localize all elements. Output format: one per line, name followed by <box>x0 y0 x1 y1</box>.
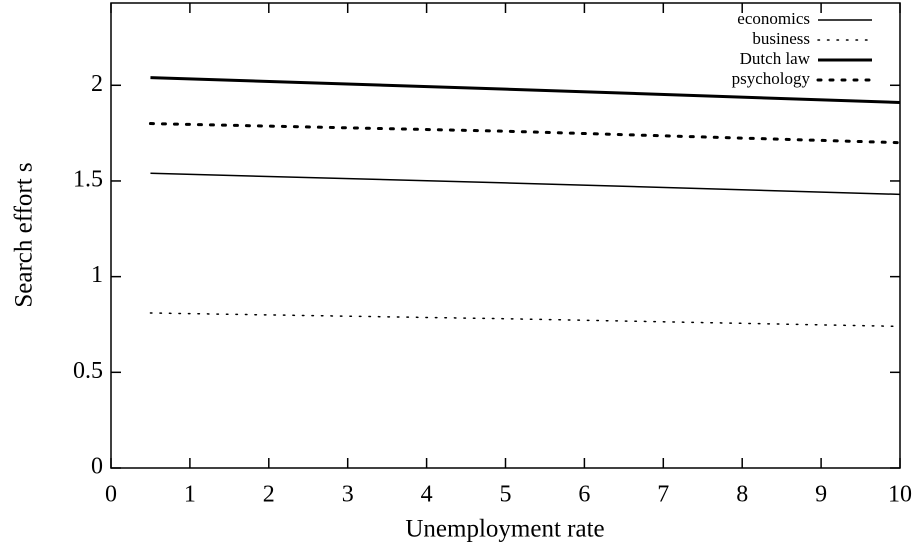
series-line <box>149 312 901 328</box>
legend-label: economics <box>737 9 810 28</box>
legend-label: business <box>752 29 810 48</box>
series-line <box>150 172 901 196</box>
x-axis-title: Unemployment rate <box>405 516 604 543</box>
x-tick-label: 7 <box>657 482 669 508</box>
legend-label: Dutch law <box>740 49 811 68</box>
y-tick-label: 0.5 <box>73 358 103 384</box>
x-tick-label: 3 <box>342 482 354 508</box>
y-tick-label: 1 <box>91 262 103 288</box>
series-line <box>148 122 902 145</box>
y-tick-label: 2 <box>91 71 103 97</box>
y-tick-label: 0 <box>91 454 103 480</box>
legend-label: psychology <box>732 69 811 88</box>
y-axis-title: Search effort s <box>11 162 38 307</box>
x-tick-label: 0 <box>105 482 117 508</box>
x-tick-label: 2 <box>263 482 275 508</box>
series-line <box>150 76 901 105</box>
x-tick-label: 6 <box>578 482 590 508</box>
x-tick-label: 1 <box>184 482 196 508</box>
x-tick-label: 10 <box>888 482 912 508</box>
y-tick-label: 1.5 <box>73 166 103 192</box>
x-tick-label: 9 <box>815 482 827 508</box>
x-tick-label: 4 <box>421 482 433 508</box>
x-tick-label: 5 <box>500 482 512 508</box>
x-tick-label: 8 <box>736 482 748 508</box>
